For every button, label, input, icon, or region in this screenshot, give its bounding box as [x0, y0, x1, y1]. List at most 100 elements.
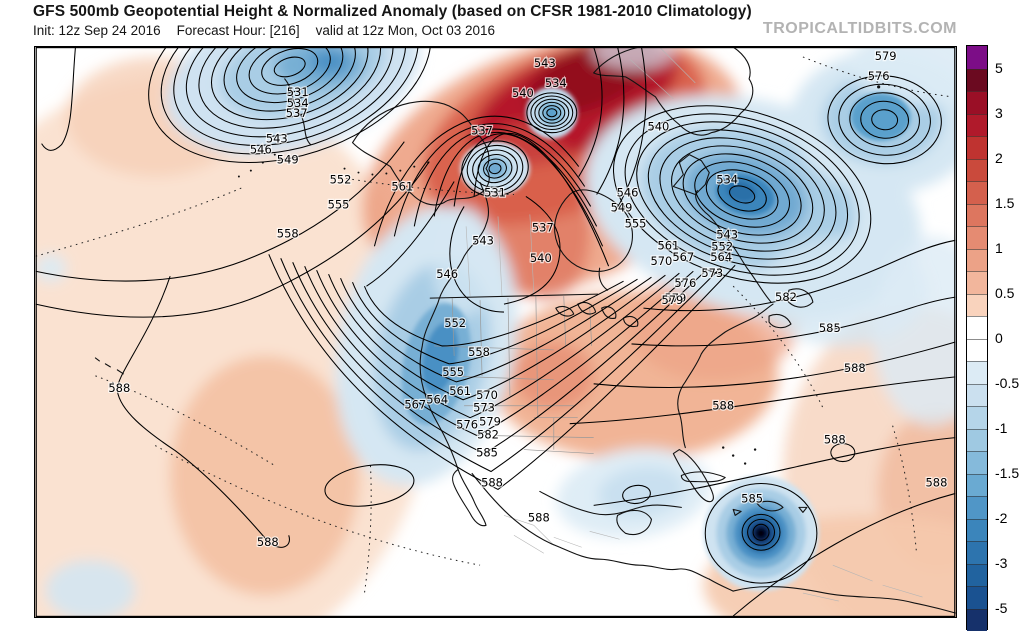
run-info: Init: 12z Sep 24 2016 Forecast Hour: [216… — [33, 23, 511, 38]
colorbar — [966, 45, 988, 631]
contour-label: 573 — [701, 266, 723, 280]
colorbar-tick: 1.5 — [995, 194, 1015, 211]
contour-label: 579 — [661, 293, 683, 307]
colorbar-segment — [967, 338, 987, 361]
colorbar-segment — [967, 473, 987, 496]
colorbar-segment — [967, 406, 987, 429]
contour-label: 564 — [426, 393, 448, 407]
contour-label: 567 — [404, 398, 426, 412]
contour-label: 588 — [844, 361, 866, 375]
contour-label: 552 — [330, 173, 352, 187]
contour-label: 585 — [476, 446, 498, 460]
colorbar-tick: 0.5 — [995, 284, 1015, 301]
contour-label: 573 — [473, 401, 495, 415]
contour-label: 537 — [471, 124, 493, 138]
colorbar-segments — [967, 46, 987, 631]
contour-label: 561 — [391, 179, 413, 193]
contour-label: 588 — [926, 475, 948, 489]
colorbar-segment — [967, 518, 987, 541]
contour-label: 558 — [468, 345, 490, 359]
colorbar-tick: 5 — [995, 59, 1003, 76]
colorbar-tick: 0 — [995, 329, 1003, 346]
contour-label: 564 — [710, 250, 732, 264]
colorbar-segment — [967, 293, 987, 316]
contour-label: 576 — [674, 276, 696, 290]
colorbar-tick: 2 — [995, 149, 1003, 166]
contour-label: 582 — [477, 428, 499, 442]
page-title: GFS 500mb Geopotential Height & Normaliz… — [33, 3, 752, 20]
contour-label: 567 — [672, 250, 694, 264]
colorbar-tick: 1 — [995, 239, 1003, 256]
contour-label: 579 — [479, 415, 501, 429]
colorbar-segment — [967, 226, 987, 249]
colorbar-segment — [967, 203, 987, 226]
colorbar-segment — [967, 46, 987, 69]
colorbar-segment — [967, 113, 987, 136]
init-time: Init: 12z Sep 24 2016 — [33, 23, 161, 38]
contour-label: 543 — [534, 56, 556, 70]
colorbar-segment — [967, 361, 987, 384]
contour-label: 549 — [277, 153, 299, 167]
colorbar-segment — [967, 541, 987, 564]
colorbar-ticks: 5 3 2 1.5 1 0.5 0 -0.5 -1 -1.5 -2 -3 -5 — [995, 45, 1024, 635]
contour-label: 555 — [442, 365, 464, 379]
contour-label: 588 — [824, 433, 846, 447]
contour-label: 534 — [545, 76, 567, 90]
contour-label: 540 — [530, 251, 552, 265]
contour-label: 552 — [444, 316, 466, 330]
contour-label: 552 — [711, 239, 733, 253]
contour-label: 546 — [250, 143, 272, 157]
contour-label: 543 — [266, 132, 288, 146]
colorbar-segment — [967, 68, 987, 91]
contour-label: 546 — [436, 267, 458, 281]
colorbar-tick: -0.5 — [995, 374, 1020, 391]
colorbar-tick: -2 — [995, 509, 1008, 526]
contour-label: 543 — [472, 233, 494, 247]
watermark: TROPICALTIDBITS.COM — [762, 20, 957, 37]
colorbar-tick: 3 — [995, 104, 1003, 121]
colorbar-segment — [967, 271, 987, 294]
contour-label: 537 — [532, 220, 554, 234]
coastlines — [94, 47, 956, 614]
forecast-hour: Forecast Hour: [216] — [176, 23, 300, 38]
colorbar-segment — [967, 428, 987, 451]
contour-label: 549 — [611, 200, 633, 214]
contour-label: 588 — [108, 381, 130, 395]
contour-label: 540 — [648, 120, 670, 134]
colorbar-tick: -1 — [995, 419, 1008, 436]
colorbar-segment — [967, 91, 987, 114]
contour-label: 555 — [328, 197, 350, 211]
colorbar-segment — [967, 563, 987, 586]
map-border — [35, 47, 956, 617]
colorbar-segment — [967, 586, 987, 609]
colorbar-segment — [967, 136, 987, 159]
colorbar-segment — [967, 608, 987, 631]
contour-label: 531 — [484, 185, 506, 199]
contour-label: 570 — [476, 388, 498, 402]
contour-label: 546 — [617, 185, 639, 199]
contour-label: 582 — [775, 290, 797, 304]
contour-label: 561 — [657, 238, 679, 252]
contour-label: 570 — [650, 254, 672, 268]
contour-label: 585 — [741, 491, 763, 505]
contour-label: 534 — [287, 96, 309, 110]
contour-labels: 5315345375435465495525555585615435345405… — [107, 48, 948, 551]
contour-label: 588 — [481, 475, 503, 489]
weather-map: 531 534 537 543 546 549 552 555 558 561 543 534 540 5… — [34, 46, 957, 618]
graticule — [35, 56, 953, 594]
colorbar-tick: -3 — [995, 554, 1008, 571]
valid-time: valid at 12z Mon, Oct 03 2016 — [315, 23, 496, 38]
contour-label: 540 — [512, 86, 534, 100]
contour-label: 534 — [716, 173, 738, 187]
contour-label: 576 — [868, 69, 890, 83]
generated-contours — [148, 47, 942, 584]
contour-label: 579 — [875, 49, 897, 63]
contour-label: 561 — [449, 384, 471, 398]
contour-label: 579 — [664, 291, 686, 305]
colorbar-segment — [967, 248, 987, 271]
colorbar-segment — [967, 181, 987, 204]
colorbar-segment — [967, 316, 987, 339]
contour-label: 588 — [528, 510, 550, 524]
contour-label: 543 — [716, 227, 738, 241]
